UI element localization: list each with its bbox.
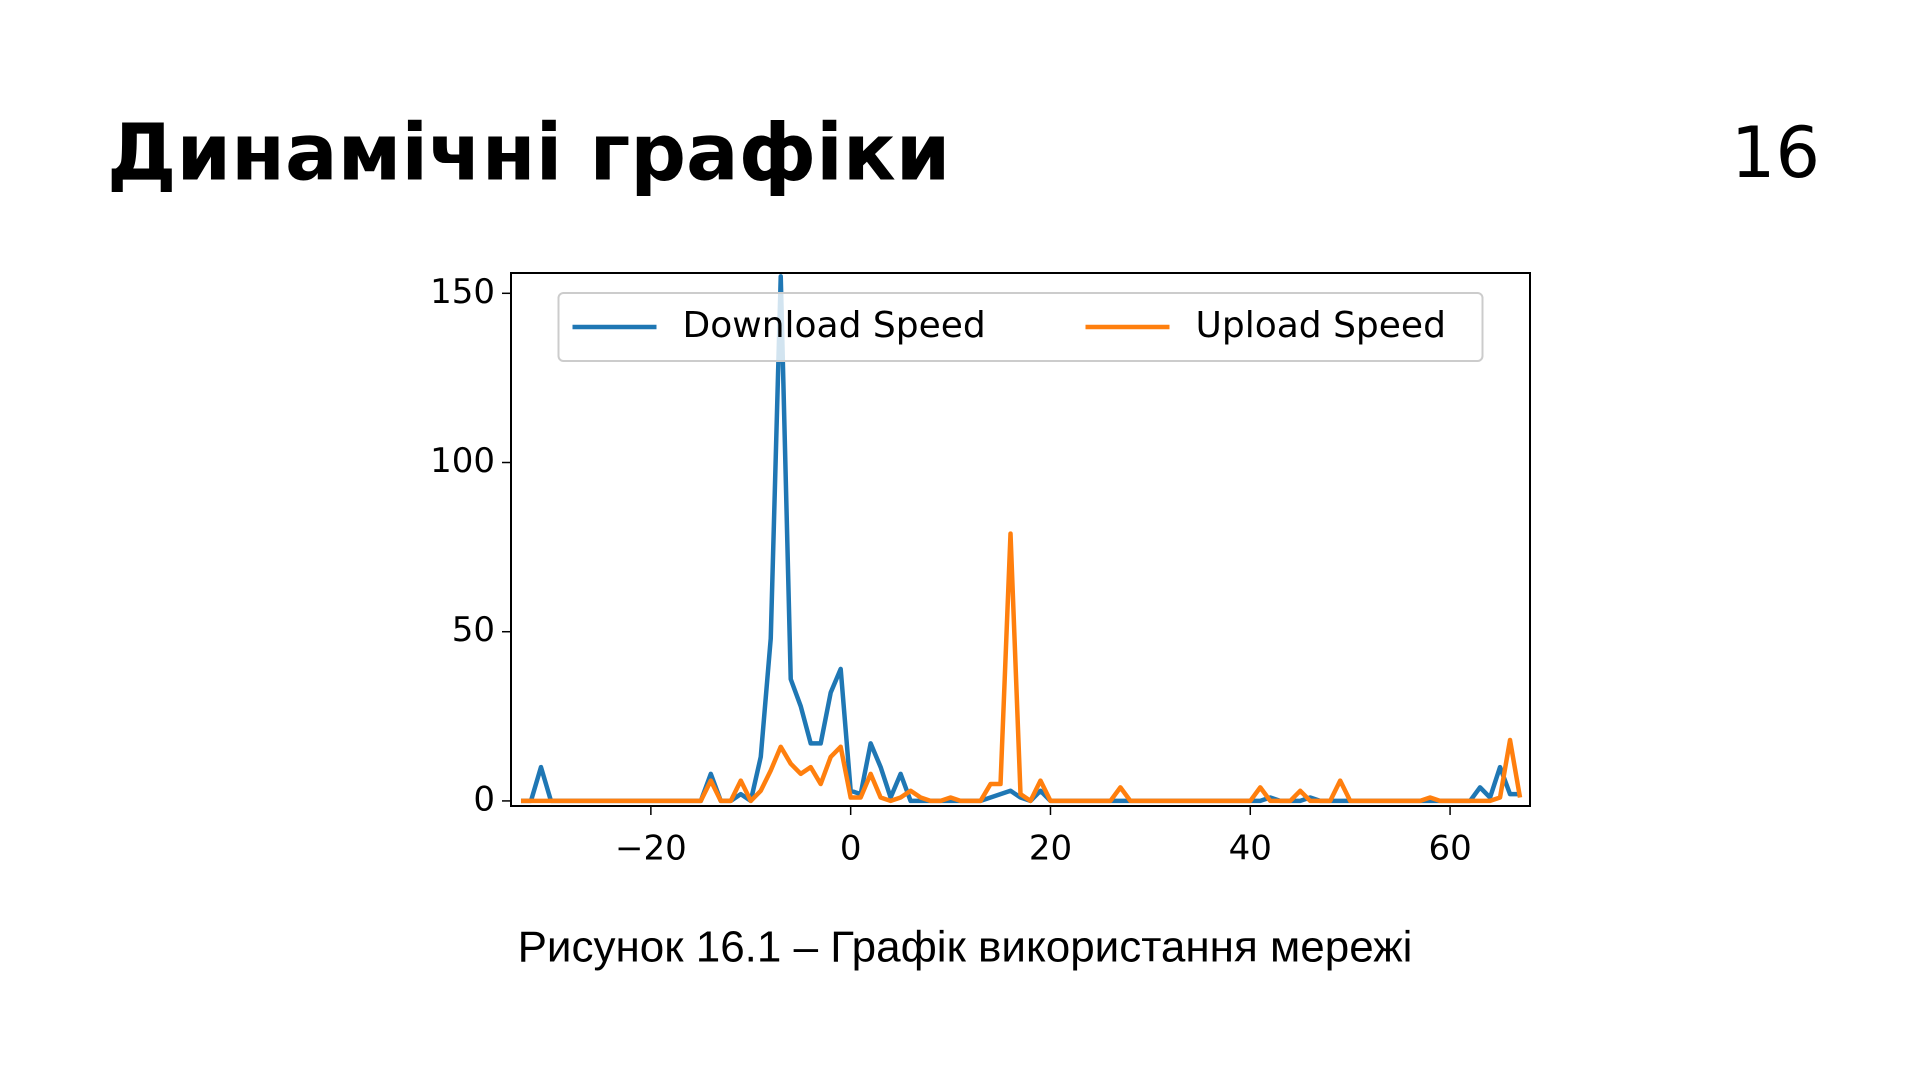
- x-tick-label: 0: [840, 829, 862, 869]
- slide-title: Динамічні графіки: [107, 108, 950, 198]
- data-line: [520, 531, 1523, 804]
- y-tick-label: 50: [452, 610, 495, 650]
- legend-label: Upload Speed: [1196, 305, 1446, 346]
- y-tick-label: 0: [473, 779, 495, 819]
- x-tick-label: 60: [1428, 829, 1471, 869]
- x-tick-label: 40: [1229, 829, 1272, 869]
- legend-box: [557, 292, 1484, 362]
- y-tick-label: 100: [430, 441, 495, 481]
- legend-label: Download Speed: [683, 305, 986, 346]
- caption: Рисунок 16.1 – Графік використання мереж…: [518, 923, 1413, 972]
- x-tick-label: −20: [615, 829, 687, 869]
- x-tick-label: 20: [1029, 829, 1072, 869]
- y-tick-label: 150: [430, 272, 495, 312]
- page-number: 16: [1731, 112, 1820, 194]
- plot-frame: [510, 272, 1531, 807]
